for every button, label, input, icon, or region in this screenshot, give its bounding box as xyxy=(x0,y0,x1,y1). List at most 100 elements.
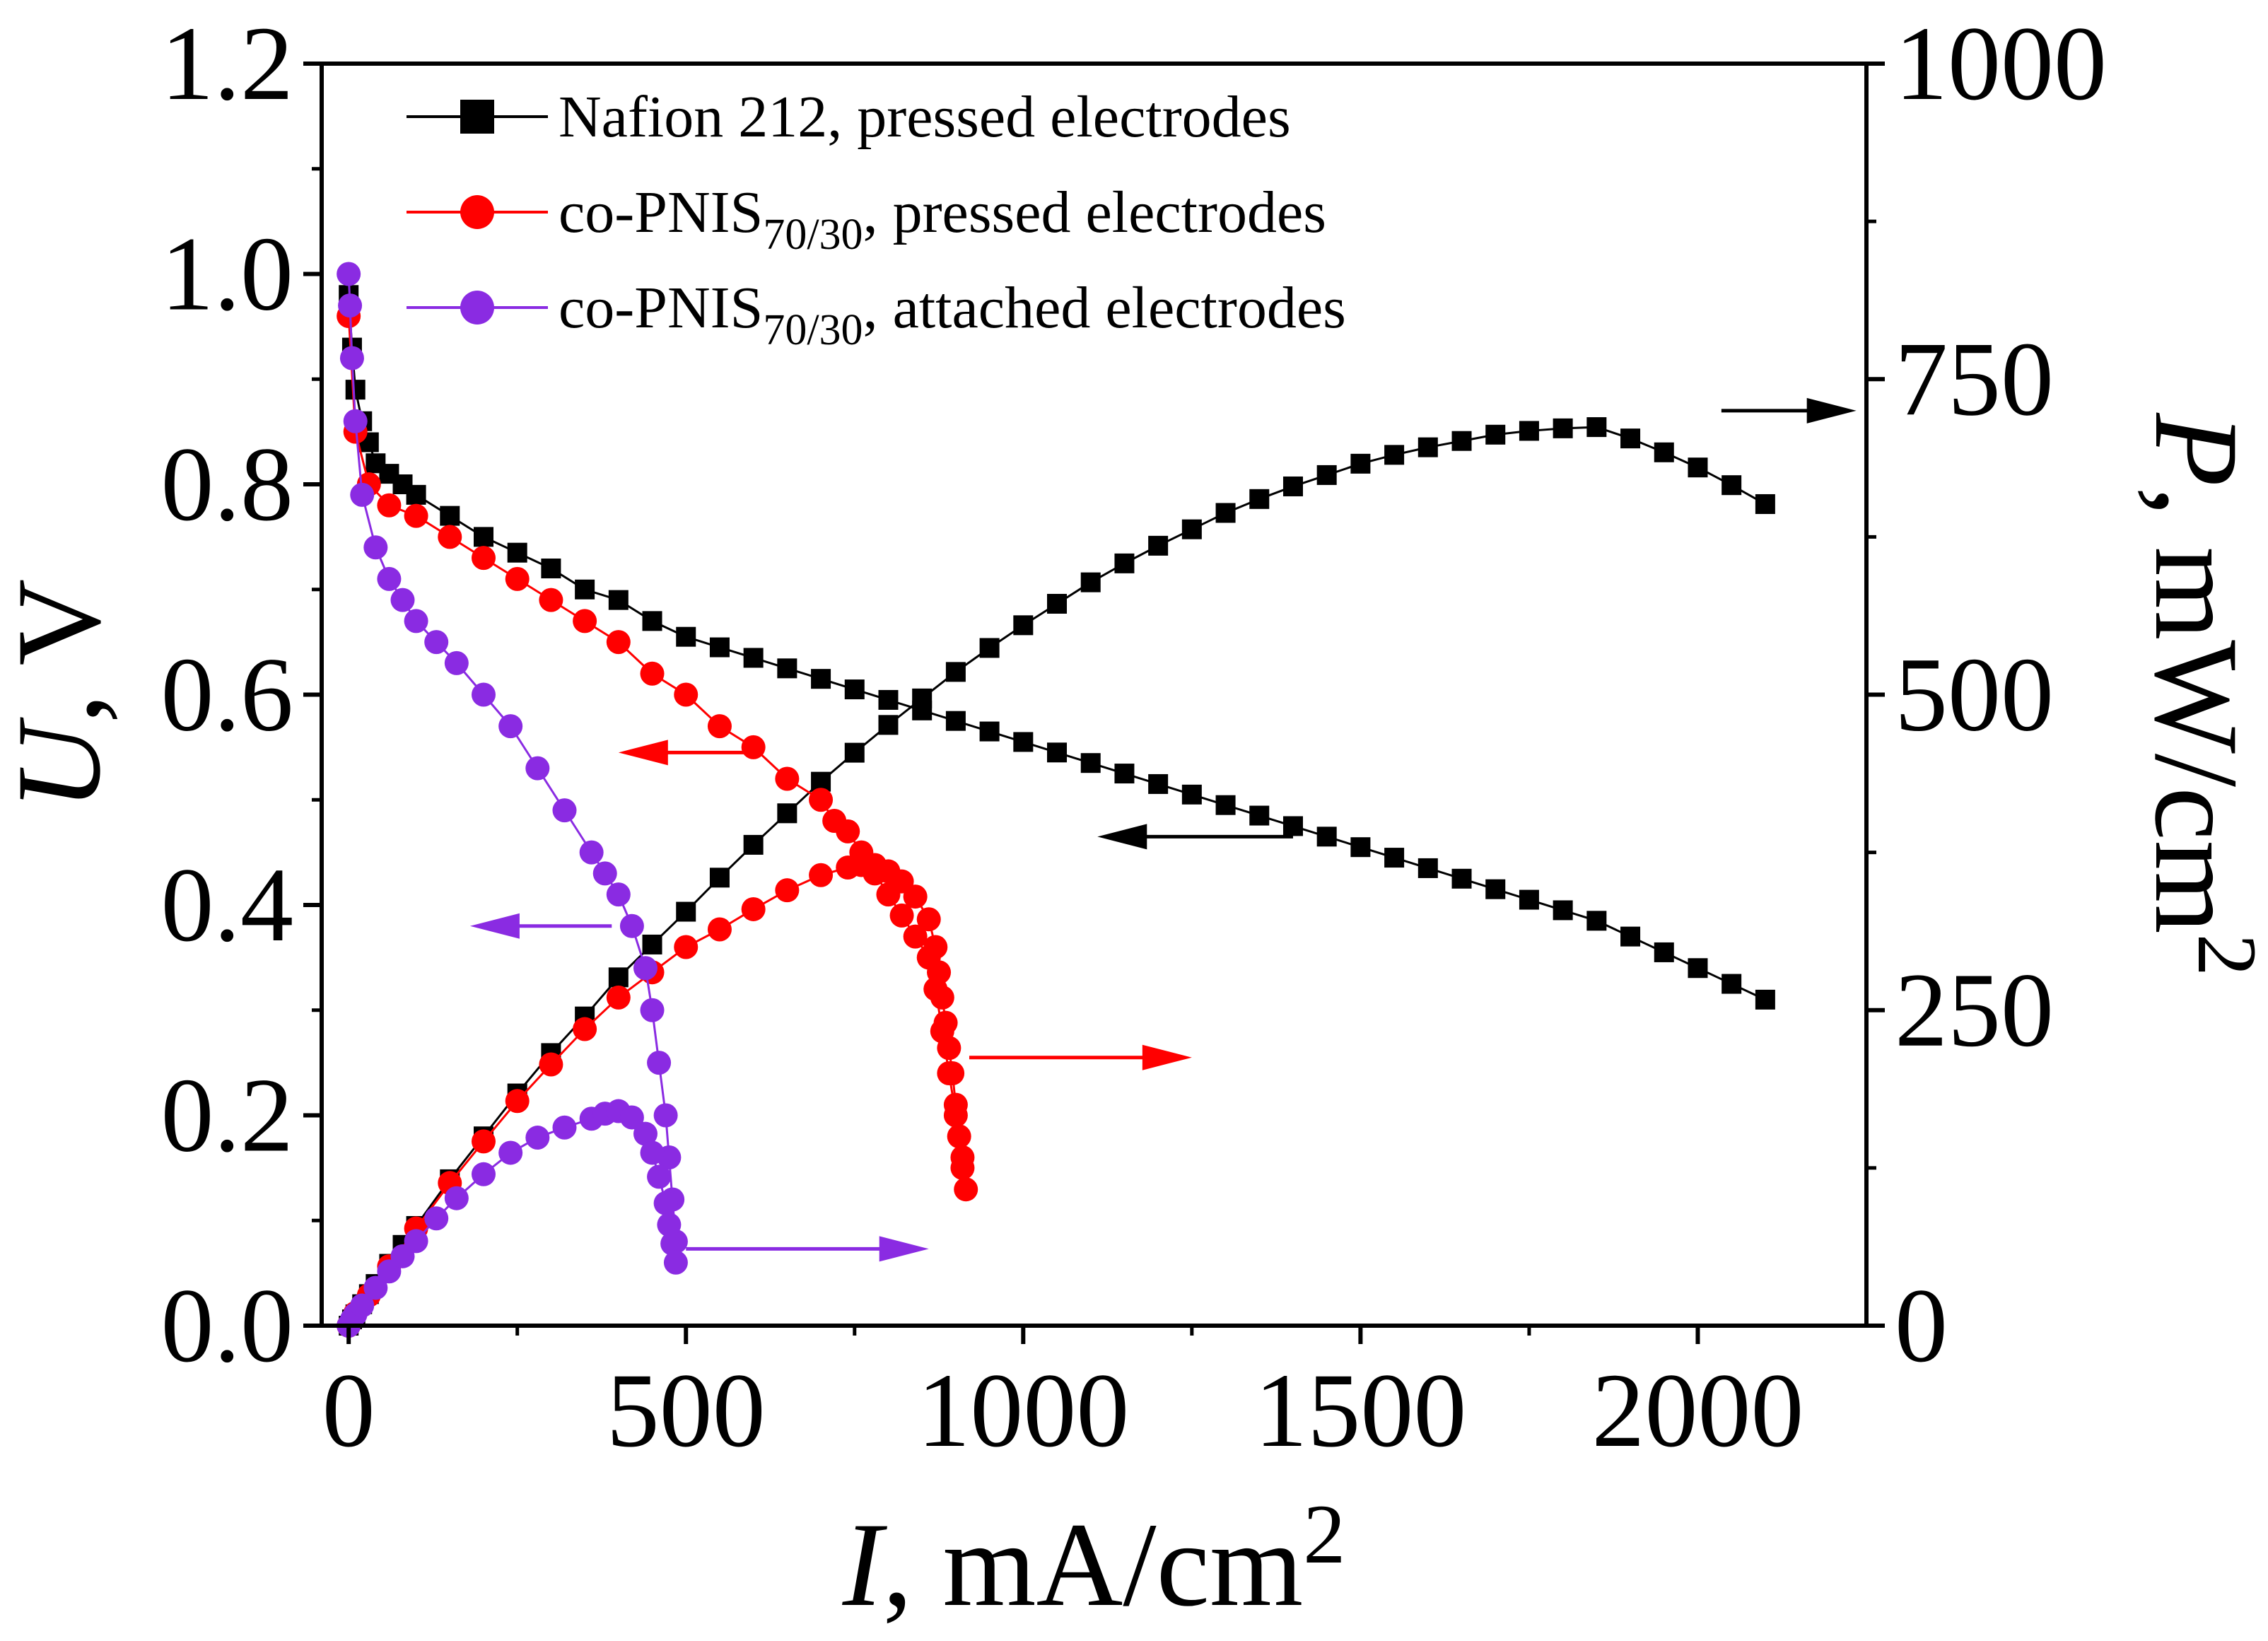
voltage-point xyxy=(507,542,527,563)
power-point xyxy=(1350,453,1371,474)
legend: Nafion 212, pressed electrodes co-PNIS70/… xyxy=(407,84,1346,354)
power-point xyxy=(674,935,698,959)
axis-arrow xyxy=(469,913,612,939)
voltage-point xyxy=(350,482,375,507)
voltage-point xyxy=(505,566,530,591)
power-point xyxy=(1418,437,1438,457)
voltage-point xyxy=(438,525,462,549)
x-tick-label: 0 xyxy=(322,1352,375,1469)
power-point xyxy=(933,1010,958,1035)
power-point xyxy=(676,901,696,922)
x-axis-title: I, mA/cm2 xyxy=(842,1487,1346,1631)
voltage-point xyxy=(809,788,834,812)
voltage-point xyxy=(1755,989,1775,1010)
power-point xyxy=(505,1089,530,1114)
legend-marker xyxy=(460,195,494,229)
voltage-point xyxy=(444,650,469,675)
y-left-tick-label: 0.6 xyxy=(161,636,294,754)
axis-arrow xyxy=(618,740,761,766)
voltage-point xyxy=(606,882,631,907)
legend-item: co-PNIS70/30, pressed electrodes xyxy=(407,180,1326,259)
annotation-arrows xyxy=(469,397,1857,1262)
voltage-point xyxy=(640,998,665,1022)
voltage-point xyxy=(741,735,766,759)
voltage-point xyxy=(404,503,428,528)
voltage-point xyxy=(647,1051,672,1075)
axis-arrow-head xyxy=(879,1236,929,1262)
voltage-point xyxy=(878,689,899,710)
power-point xyxy=(444,1186,469,1210)
legend-item: Nafion 212, pressed electrodes xyxy=(407,84,1291,150)
power-point xyxy=(777,803,797,824)
voltage-point xyxy=(539,588,563,612)
voltage-point xyxy=(471,546,496,571)
voltage-point xyxy=(1688,958,1708,979)
axis-ticks: 0 500 1000 1500 2000 0.0 0.2 0.4 0.6 0.8 1.0 1.2 0 25… xyxy=(161,5,2108,1469)
voltage-point xyxy=(674,682,698,707)
series-3 xyxy=(337,262,688,1338)
power-point xyxy=(1249,489,1270,509)
power-point xyxy=(930,985,954,1010)
voltage-point xyxy=(608,590,629,610)
voltage-point xyxy=(337,262,361,286)
power-point xyxy=(844,742,865,763)
voltage-point xyxy=(377,493,402,518)
voltage-point xyxy=(633,956,657,981)
voltage-point xyxy=(339,346,364,370)
power-point xyxy=(1755,494,1775,514)
voltage-point xyxy=(775,766,800,791)
power-point xyxy=(1519,421,1539,441)
voltage-point xyxy=(640,661,665,686)
voltage-line xyxy=(347,295,1766,1001)
power-point xyxy=(363,1275,388,1300)
voltage-point xyxy=(1013,732,1034,752)
voltage-point xyxy=(1485,879,1506,899)
legend-marker xyxy=(460,291,494,325)
power-point xyxy=(1181,519,1202,539)
voltage-point xyxy=(525,756,550,781)
voltage-point xyxy=(579,840,604,865)
y-right-tick-label: 1000 xyxy=(1895,5,2107,122)
voltage-point xyxy=(1080,753,1101,773)
y-left-tick-label: 1.2 xyxy=(161,5,294,122)
y-left-tick-label: 0.4 xyxy=(161,846,294,964)
voltage-point xyxy=(889,903,914,928)
y-right-tick-label: 0 xyxy=(1895,1267,1948,1384)
voltage-point xyxy=(592,861,617,886)
power-point xyxy=(404,1229,428,1254)
axis-arrow-head xyxy=(469,913,520,939)
power-point xyxy=(498,1140,523,1165)
power-point xyxy=(707,917,732,942)
voltage-point xyxy=(619,913,644,938)
voltage-point xyxy=(1654,942,1674,962)
y-left-tick-label: 0.2 xyxy=(161,1057,294,1174)
power-point xyxy=(619,1105,644,1130)
y-axis-right-title: P, mW/cm2 xyxy=(2130,412,2268,976)
y-right-tick-label: 500 xyxy=(1895,636,2054,754)
power-point xyxy=(903,884,928,909)
voltage-point xyxy=(709,637,730,658)
voltage-point xyxy=(345,380,366,400)
legend-item: co-PNIS70/30, attached electrodes xyxy=(407,275,1346,354)
voltage-point xyxy=(707,714,732,739)
voltage-point xyxy=(440,506,460,526)
axis-arrow xyxy=(969,1044,1192,1070)
power-point xyxy=(912,688,933,708)
power-point xyxy=(552,1115,577,1140)
power-point xyxy=(606,985,631,1010)
power-point xyxy=(1047,593,1068,614)
voltage-point xyxy=(1350,837,1371,858)
voltage-point xyxy=(676,626,696,647)
power-point xyxy=(1384,445,1405,465)
voltage-point xyxy=(1519,889,1539,910)
voltage-point xyxy=(979,721,1000,742)
y-right-tick-label: 750 xyxy=(1895,320,2054,438)
y-left-tick-label: 0.8 xyxy=(161,426,294,543)
y-left-tick-label: 0.0 xyxy=(161,1267,294,1384)
power-point xyxy=(350,1293,375,1318)
voltage-point xyxy=(743,648,764,668)
voltage-point xyxy=(406,484,426,505)
power-point xyxy=(923,935,948,959)
power-point xyxy=(608,967,629,988)
